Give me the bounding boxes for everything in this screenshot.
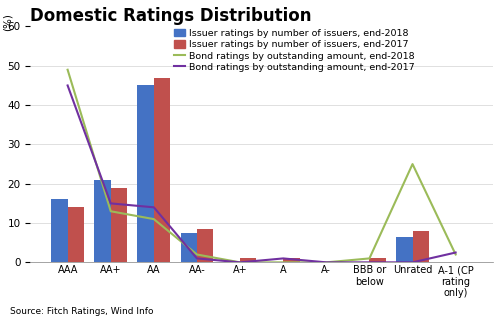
Text: Source: Fitch Ratings, Wind Info: Source: Fitch Ratings, Wind Info: [10, 308, 154, 316]
Y-axis label: (%): (%): [2, 13, 12, 31]
Bar: [154, 78, 170, 262]
Bar: [138, 86, 154, 262]
Bar: [94, 180, 110, 262]
Bar: [51, 199, 68, 262]
Bar: [180, 233, 197, 262]
Bar: [197, 229, 214, 262]
Bar: [240, 259, 256, 262]
Bar: [283, 259, 300, 262]
Bar: [110, 188, 127, 262]
Bar: [412, 231, 429, 262]
Bar: [68, 207, 84, 262]
Bar: [370, 259, 386, 262]
Legend: Issuer ratings by number of issuers, end-2018, Issuer ratings by number of issue: Issuer ratings by number of issuers, end…: [174, 29, 414, 72]
Text: Domestic Ratings Distribution: Domestic Ratings Distribution: [30, 7, 312, 25]
Bar: [396, 237, 412, 262]
